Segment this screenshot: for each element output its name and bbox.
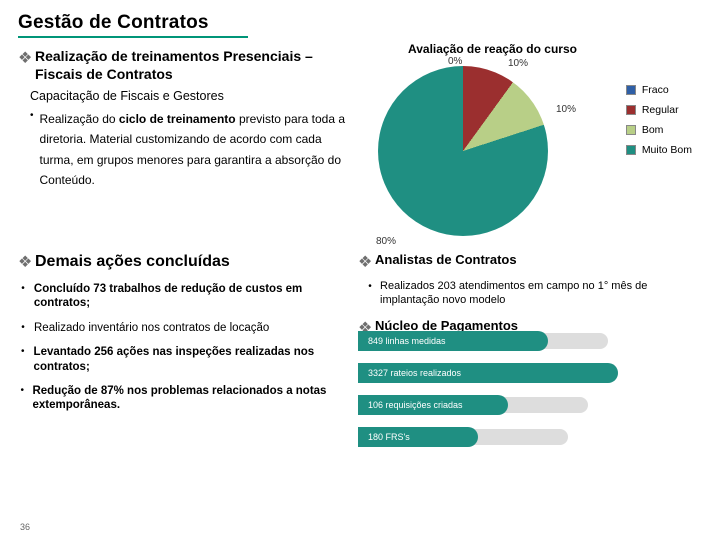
action-item: Levantado 256 ações nas inspeções realiz… (34, 345, 358, 374)
section-heading-2: Demais ações concluídas (35, 252, 230, 271)
pie-title: Avaliação de reação do curso (408, 42, 577, 56)
legend-swatch-regular (626, 105, 636, 115)
analistas-item: Realizados 203 atendimentos em campo no … (380, 280, 698, 308)
metric-bar: 3327 rateios realizados (358, 363, 618, 383)
metric-bar-label: 3327 rateios realizados (368, 368, 461, 378)
pie-label-80: 80% (376, 236, 396, 247)
page-title: Gestão de Contratos (18, 12, 702, 34)
legend-label: Bom (642, 124, 664, 136)
metric-bar: 180 FRS's (358, 427, 478, 447)
pie-legend: Fraco Regular Bom Muito Bom (626, 84, 692, 164)
pie-label-0: 0% (448, 56, 462, 67)
pie-label-10a: 10% (508, 58, 528, 69)
metric-bar-label: 106 requisições criadas (368, 400, 463, 410)
payments-bars: 849 linhas medidas 3327 rateios realizado… (358, 328, 668, 456)
legend-swatch-muito-bom (626, 145, 636, 155)
section-heading-1: Realização de treinamentos Presenciais –… (35, 48, 358, 83)
diamond-icon: ❖ (358, 252, 369, 272)
pie-chart: Avaliação de reação do curso 0% 10% 10% … (358, 44, 688, 244)
action-item: Concluído 73 trabalhos de redução de cus… (34, 282, 358, 311)
section-heading-analistas: Analistas de Contratos (375, 252, 517, 267)
bullet-dot-icon: • (18, 282, 28, 311)
legend-label: Muito Bom (642, 144, 692, 156)
diamond-icon: ❖ (18, 48, 29, 68)
bullet-dot-icon: • (18, 321, 28, 335)
legend-swatch-fraco (626, 85, 636, 95)
metric-bar-label: 849 linhas medidas (368, 336, 446, 346)
metric-bar-label: 180 FRS's (368, 432, 410, 442)
actions-list: •Concluído 73 trabalhos de redução de cu… (18, 282, 358, 413)
training-item-text: Realização do ciclo de treinamento previ… (40, 109, 358, 191)
bullet-dot-icon: • (30, 109, 34, 191)
bullet-dot-icon: • (18, 384, 26, 413)
bullet-dot-icon: • (18, 345, 28, 374)
bullet-dot-icon: • (366, 280, 374, 308)
legend-label: Regular (642, 104, 679, 116)
action-item: Redução de 87% nos problemas relacionado… (32, 384, 358, 413)
title-underline (18, 36, 248, 38)
legend-swatch-bom (626, 125, 636, 135)
pie-label-10b: 10% (556, 104, 576, 115)
page-number: 36 (20, 522, 30, 532)
action-item: Realizado inventário nos contratos de lo… (34, 321, 269, 335)
metric-bar: 849 linhas medidas (358, 331, 548, 351)
diamond-icon: ❖ (18, 252, 29, 272)
legend-label: Fraco (642, 84, 669, 96)
metric-bar: 106 requisições criadas (358, 395, 508, 415)
section-subheading: Capacitação de Fiscais e Gestores (30, 89, 358, 103)
pie-graphic (378, 66, 548, 236)
